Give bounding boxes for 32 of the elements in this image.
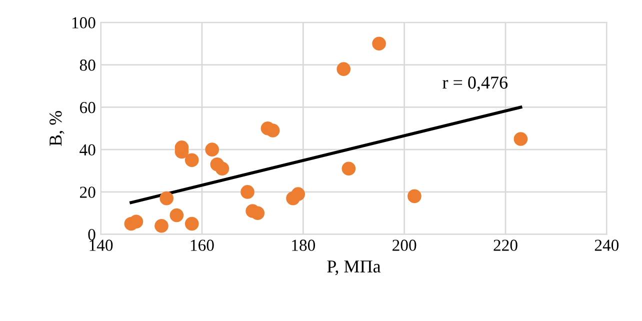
point [291,187,305,201]
x-tick-label: 220 [494,240,518,251]
point [205,142,219,156]
point [408,189,422,204]
y-tick-label: 40 [80,144,96,156]
point [336,62,351,76]
y-tick-label: 20 [80,186,96,198]
point [514,132,528,146]
point [160,191,174,206]
y-tick-label: 60 [80,102,96,114]
x-tick-label: 200 [392,240,416,251]
point [184,153,199,168]
x-tick-label: 140 [90,240,113,251]
y-tick-label: 0 [88,229,96,240]
y-tick-label: 80 [80,60,96,71]
point [129,214,144,229]
x-tick-label: 240 [594,240,619,251]
point [250,206,265,220]
point [240,185,254,199]
point [266,124,280,138]
point [184,216,199,231]
point [342,162,356,176]
annotation: r = 0,476 [442,76,508,92]
point [372,36,386,51]
y-axis-title: B, % [50,110,64,146]
x-axis-title: P, МПа [327,260,381,276]
y-tick-label: 100 [72,17,96,28]
x-tick-label: 160 [190,240,214,251]
point [215,162,230,176]
point [154,218,168,233]
point [170,208,184,222]
x-tick-label: 180 [292,240,316,251]
